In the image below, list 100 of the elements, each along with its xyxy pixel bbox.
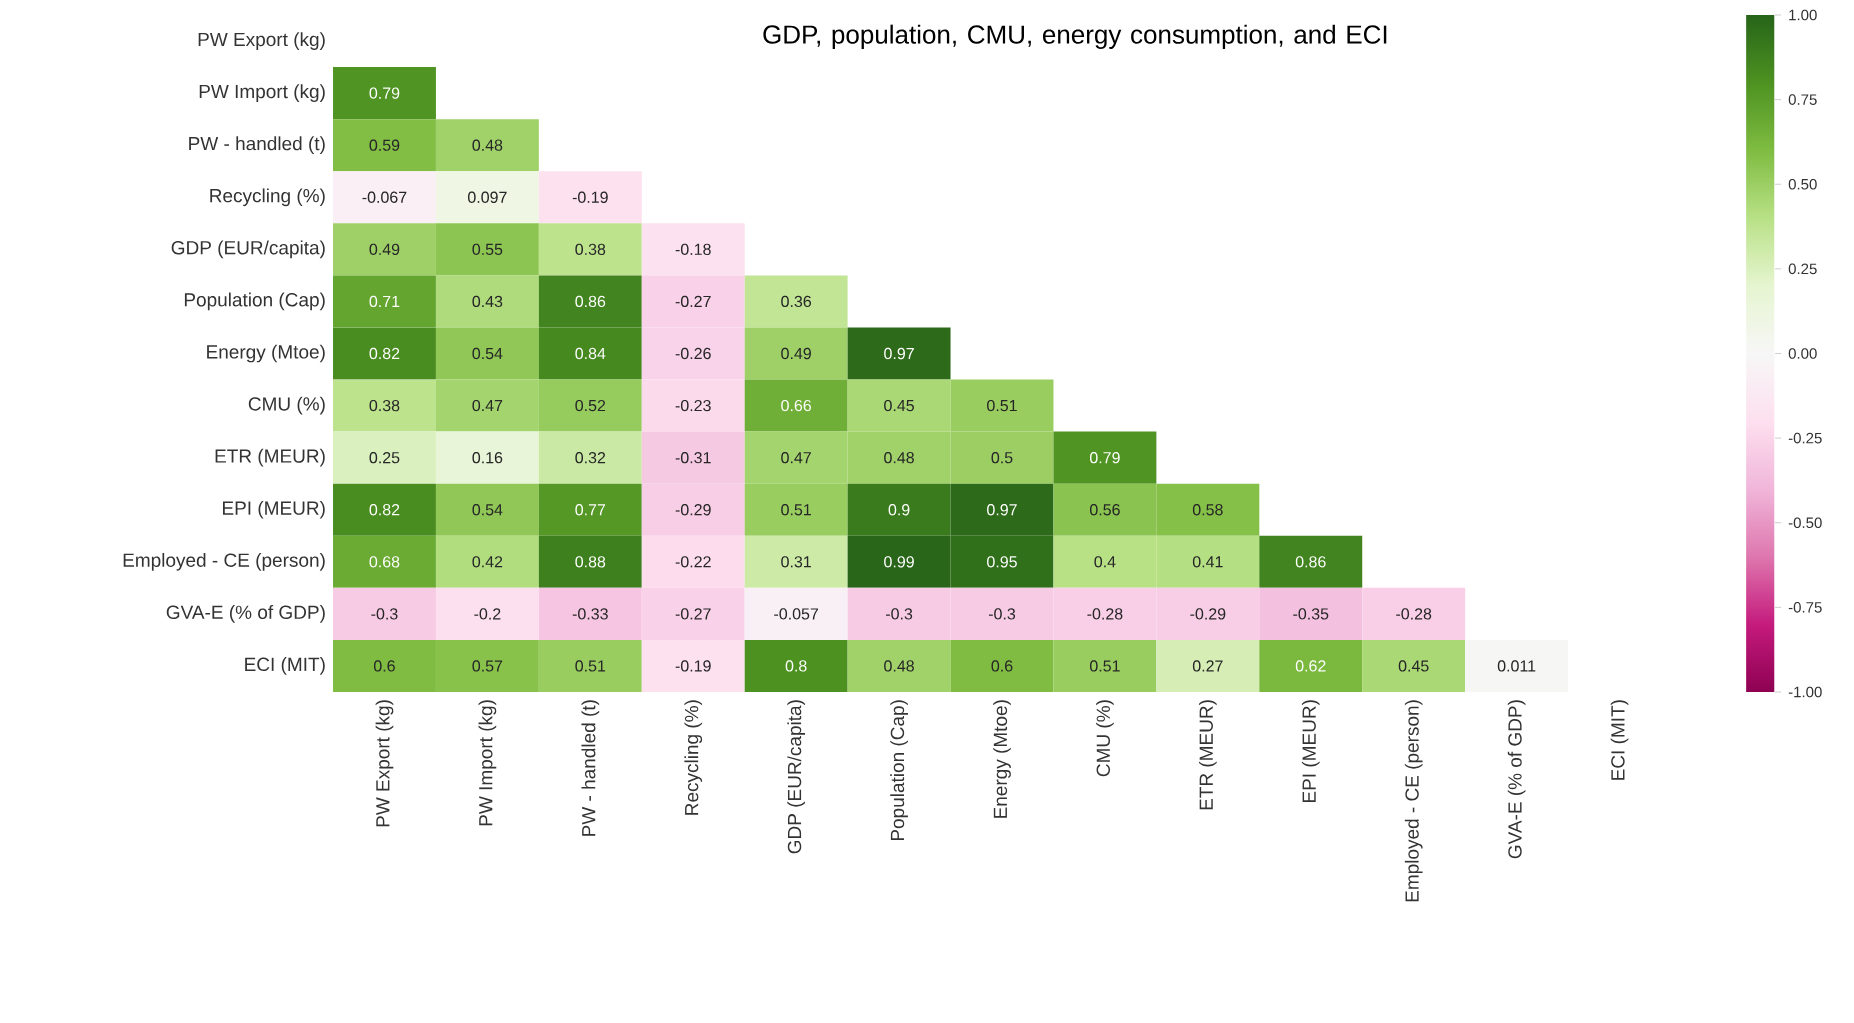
data-label: 0.42 (472, 556, 503, 568)
data-label: -0.28 (1396, 608, 1432, 620)
data-label: 0.55 (472, 243, 503, 256)
data-label: 0.49 (781, 347, 811, 360)
data-label: 0.82 (369, 504, 400, 516)
data-label: 0.47 (472, 399, 503, 412)
annotation: GDP, population, CMU, energy consumption, and ECI (763, 24, 1387, 49)
data-label: -0.18 (675, 243, 711, 256)
y-tick-label: PW - handled (t) (189, 136, 325, 155)
data-label: 0.47 (781, 452, 811, 464)
data-label: -0.26 (675, 347, 711, 360)
x-tick-label: CMU (%) (1096, 700, 1114, 777)
data-label: 0.88 (575, 556, 606, 568)
data-label: -0.23 (675, 399, 711, 412)
x-tick-label: PW - handled (t) (581, 700, 600, 836)
data-label: 0.56 (1089, 504, 1120, 516)
data-label: 0.52 (575, 399, 606, 412)
y-tick-label: GDP (EUR/capita) (171, 240, 325, 259)
data-label: -0.29 (675, 504, 711, 516)
data-label: -0.3 (886, 608, 913, 620)
data-label: -0.27 (675, 295, 711, 308)
data-label: 0.25 (369, 452, 400, 464)
data-label: 0.6 (373, 660, 395, 672)
y-tick-label: Recycling (%) (210, 188, 325, 207)
data-label: 0.54 (472, 504, 503, 516)
data-label: 0.51 (987, 399, 1017, 412)
color-bar-label: -0.50 (1788, 517, 1822, 529)
data-label: 0.45 (1398, 660, 1429, 672)
data-label: 0.27 (1192, 660, 1223, 672)
data-label: 0.99 (884, 556, 914, 568)
data-label: -0.067 (362, 191, 407, 203)
data-label: 0.66 (781, 399, 812, 412)
data-label: 0.86 (575, 295, 606, 308)
data-label: 0.51 (575, 660, 606, 672)
x-tick-label: ECI (MIT) (1610, 700, 1629, 780)
y-tick-label: Employed - CE (person) (123, 552, 325, 571)
data-label: -0.27 (675, 608, 711, 620)
color-bar-label: -0.25 (1788, 432, 1822, 444)
x-tick-label: PW Import (kg) (478, 700, 497, 826)
data-label: -0.19 (572, 191, 608, 203)
data-label: -0.2 (474, 608, 501, 620)
data-label: 0.45 (884, 399, 914, 412)
data-label: 0.77 (575, 504, 606, 516)
x-tick-label: GVA-E (% of GDP) (1507, 700, 1526, 859)
color-bar-label: 1.00 (1789, 9, 1817, 21)
data-label: 0.38 (369, 399, 400, 412)
color-bar-label: -1.00 (1788, 686, 1822, 698)
y-tick-label: ECI (MIT) (245, 657, 325, 675)
x-tick-label: Recycling (%) (684, 700, 703, 815)
data-label: 0.49 (369, 243, 400, 256)
data-label: -0.19 (675, 660, 711, 672)
y-tick-label: ETR (MEUR) (215, 448, 325, 467)
color-bar-label: 0.25 (1788, 263, 1817, 275)
data-label: 0.86 (1295, 556, 1326, 568)
color-bar-label: 0.50 (1788, 178, 1817, 190)
y-tick-label: EPI (MEUR) (223, 500, 325, 519)
color-bar-label: 0.75 (1788, 94, 1817, 105)
x-tick-label: Population (Cap) (890, 700, 908, 841)
data-label: 0.51 (781, 504, 811, 516)
data-label: -0.3 (371, 608, 398, 620)
y-tick-label: Energy (Mtoe) (207, 344, 325, 363)
data-label: 0.8 (785, 660, 807, 672)
data-label: -0.057 (774, 608, 819, 620)
data-label: 0.41 (1192, 556, 1223, 568)
data-label: 0.84 (575, 347, 606, 360)
data-label: 0.16 (472, 452, 503, 464)
x-tick-label: ETR (MEUR) (1199, 700, 1217, 810)
data-label: -0.29 (1190, 608, 1226, 620)
data-label: 0.58 (1192, 504, 1223, 516)
data-label: -0.33 (572, 608, 608, 620)
data-label: -0.31 (675, 452, 711, 464)
data-label: 0.43 (472, 295, 503, 308)
data-label: 0.011 (1497, 660, 1536, 672)
data-label: 0.48 (472, 139, 503, 151)
data-label: 0.5 (991, 452, 1013, 464)
data-label: -0.28 (1087, 608, 1123, 620)
data-label: 0.68 (369, 556, 400, 568)
data-label: 0.59 (369, 139, 400, 151)
y-tick-label: CMU (%) (248, 396, 325, 415)
x-tick-label: Energy (Mtoe) (993, 700, 1011, 818)
data-label: 0.79 (1089, 452, 1120, 464)
y-tick-label: PW Export (kg) (198, 32, 325, 50)
data-label: 0.97 (884, 347, 914, 360)
data-label: 0.36 (781, 295, 812, 308)
data-label: 0.97 (987, 504, 1017, 516)
data-label: 0.82 (369, 347, 400, 360)
data-label: 0.097 (468, 191, 507, 203)
data-label: 0.4 (1094, 556, 1116, 568)
y-tick-label: GVA-E (% of GDP) (166, 605, 325, 623)
y-tick-label: PW Import (kg) (199, 84, 325, 102)
data-label: 0.6 (991, 660, 1013, 672)
data-label: 0.38 (575, 243, 606, 256)
data-label: 0.31 (781, 556, 811, 568)
data-label: 0.57 (472, 660, 503, 672)
data-label: -0.35 (1293, 608, 1329, 620)
data-label: 0.71 (369, 295, 400, 308)
x-tick-label: GDP (EUR/capita) (787, 700, 806, 854)
data-label: -0.3 (988, 608, 1016, 620)
y-tick-label: Population (Cap) (184, 292, 325, 311)
data-label: -0.22 (675, 556, 711, 568)
